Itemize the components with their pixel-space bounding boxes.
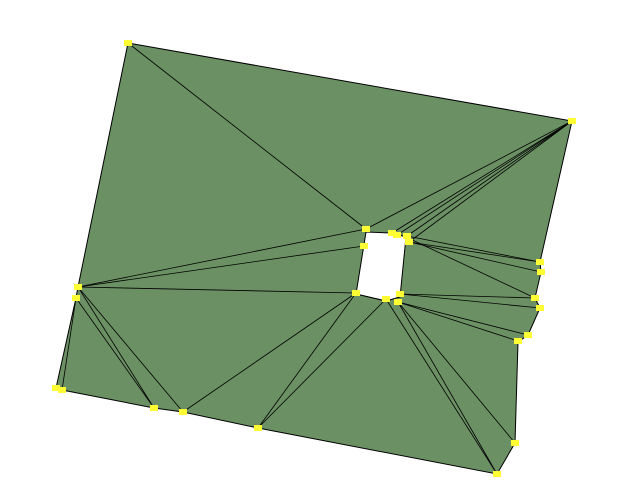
mesh-vertices [52, 40, 576, 477]
polygon-fill [55, 42, 573, 475]
triangulation-edge [405, 236, 536, 299]
triangulation-edge [77, 286, 155, 409]
triangulation-edge [399, 293, 536, 299]
vertex-marker [511, 440, 519, 446]
triangulation-edge [182, 292, 357, 413]
vertex-marker [403, 233, 411, 239]
vertex-marker [360, 243, 368, 249]
triangulation-edge [397, 301, 498, 475]
triangulation-edge [408, 241, 542, 273]
vertex-marker [382, 296, 390, 302]
vertex-marker [531, 295, 539, 301]
triangulation-edge [61, 297, 77, 391]
vertex-marker [493, 471, 501, 477]
vertex-marker [568, 118, 576, 124]
vertex-marker [254, 425, 262, 431]
vertex-marker [405, 239, 413, 245]
triangulation-edge [127, 42, 367, 230]
vertex-marker [514, 338, 522, 344]
triangulation-edge [396, 120, 573, 236]
triangulation-edge [408, 120, 573, 243]
vertex-marker [524, 332, 532, 338]
vertex-marker [150, 405, 158, 411]
triangulation-edges [61, 42, 573, 475]
triangulation-edge [408, 241, 541, 263]
triangulation-edge [365, 120, 573, 230]
triangulation-edge [397, 301, 516, 444]
triangulation-edge [77, 286, 184, 413]
vertex-marker [72, 295, 80, 301]
vertex-marker [537, 269, 545, 275]
triangulation-edge [257, 292, 357, 429]
triangulation-edge [399, 293, 541, 309]
triangulation-edge [406, 120, 573, 237]
vertex-marker [179, 409, 187, 415]
triangulation-edge [355, 293, 387, 302]
vertex-marker [388, 230, 396, 236]
vertex-marker [58, 387, 66, 393]
triangulation-edge [75, 297, 155, 409]
vertex-marker [536, 259, 544, 265]
vertex-marker [52, 385, 60, 391]
vertex-marker [393, 232, 401, 238]
vertex-marker [394, 299, 402, 305]
vertex-marker [74, 284, 82, 290]
triangulation-edge [391, 120, 573, 234]
triangulation-edge [257, 298, 387, 429]
triangulation-edge [77, 245, 365, 288]
vertex-marker [362, 226, 370, 232]
outer-boundary [55, 42, 573, 475]
triangulation-edge [77, 286, 357, 294]
triangulation-edge [77, 228, 367, 288]
vertex-marker [396, 291, 404, 297]
triangulation-edge [397, 301, 529, 336]
vertex-marker [536, 305, 544, 311]
vertex-marker [352, 290, 360, 296]
triangulation-edge [385, 298, 498, 475]
vertex-marker [124, 40, 132, 46]
triangulation-edge [397, 301, 519, 342]
triangulation-edge [406, 235, 541, 263]
